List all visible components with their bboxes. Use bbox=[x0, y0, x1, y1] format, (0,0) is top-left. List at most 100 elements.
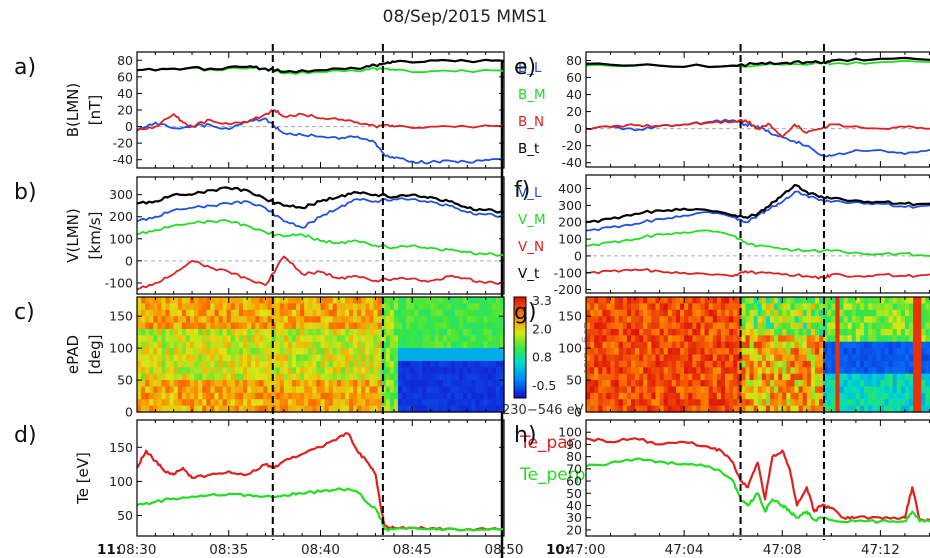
heatmap-cell bbox=[316, 309, 322, 317]
heatmap-cell bbox=[696, 360, 702, 368]
heatmap-cell bbox=[255, 341, 260, 349]
heatmap-cell bbox=[177, 405, 183, 413]
heatmap-cell bbox=[618, 335, 624, 343]
heatmap-cell bbox=[688, 360, 693, 368]
heatmap-cell bbox=[823, 348, 828, 356]
heatmap-cell bbox=[765, 309, 771, 317]
heatmap-cell bbox=[267, 354, 273, 362]
heatmap-cell bbox=[639, 316, 644, 324]
heatmap-cell bbox=[487, 297, 493, 304]
heatmap-cell bbox=[153, 309, 158, 317]
heatmap-cell bbox=[410, 335, 415, 343]
heatmap-cell bbox=[806, 335, 812, 343]
heatmap-cell bbox=[483, 328, 489, 336]
heatmap-cell bbox=[312, 316, 318, 324]
heatmap-cell bbox=[590, 354, 595, 362]
heatmap-cell bbox=[704, 309, 710, 317]
heatmap-cell bbox=[214, 309, 220, 317]
heatmap-cell bbox=[659, 360, 665, 368]
heatmap-cell bbox=[275, 392, 281, 400]
heatmap-cell bbox=[684, 341, 689, 349]
heatmap-cell bbox=[173, 309, 179, 317]
heatmap-cell bbox=[667, 322, 673, 330]
heatmap-cell bbox=[283, 367, 289, 375]
heatmap-cell bbox=[430, 348, 436, 356]
heatmap-cell bbox=[741, 367, 747, 375]
heatmap-cell bbox=[173, 392, 179, 400]
heatmap-cell bbox=[847, 309, 853, 317]
heatmap-cell bbox=[782, 297, 787, 304]
heatmap-cell bbox=[463, 380, 468, 388]
heatmap-cell bbox=[177, 322, 183, 330]
y-tick-label: 40 bbox=[566, 498, 582, 513]
heatmap-cell bbox=[712, 354, 718, 362]
heatmap-cell bbox=[328, 380, 334, 388]
heatmap-cell bbox=[855, 322, 861, 330]
heatmap-cell bbox=[671, 386, 677, 394]
heatmap-cell bbox=[626, 335, 632, 343]
heatmap-cell bbox=[499, 348, 505, 356]
x-tick-label: 47:08 bbox=[763, 542, 802, 558]
heatmap-cell bbox=[725, 354, 730, 362]
heatmap-cell bbox=[357, 367, 362, 375]
heatmap-cell bbox=[671, 373, 677, 381]
heatmap-cell bbox=[855, 316, 861, 324]
heatmap-cell bbox=[357, 386, 362, 394]
heatmap-cell bbox=[442, 354, 448, 362]
heatmap-cell bbox=[590, 392, 595, 400]
heatmap-cell bbox=[406, 405, 411, 413]
heatmap-cell bbox=[312, 335, 318, 343]
heatmap-cell bbox=[884, 380, 890, 388]
heatmap-cell bbox=[876, 322, 881, 330]
heatmap-cell bbox=[810, 341, 816, 349]
heatmap-cell bbox=[336, 367, 342, 375]
heatmap-cell bbox=[806, 348, 812, 356]
heatmap-cell bbox=[880, 316, 886, 324]
y-axis-label: V(LMN) bbox=[64, 208, 82, 263]
heatmap-cell bbox=[667, 405, 673, 413]
heatmap-cell bbox=[880, 392, 886, 400]
heatmap-cell bbox=[251, 328, 256, 336]
heatmap-cell bbox=[271, 297, 277, 304]
heatmap-cell bbox=[210, 316, 216, 324]
heatmap-cell bbox=[389, 341, 395, 349]
y-tick-label: 0 bbox=[574, 121, 582, 136]
heatmap-cell bbox=[594, 399, 599, 407]
heatmap-cell bbox=[414, 392, 419, 400]
heatmap-cell bbox=[765, 316, 771, 324]
heatmap-cell bbox=[450, 328, 456, 336]
heatmap-cell bbox=[639, 392, 644, 400]
heatmap-cell bbox=[328, 373, 334, 381]
heatmap-cell bbox=[287, 316, 293, 324]
heatmap-cell bbox=[753, 399, 759, 407]
heatmap-cell bbox=[389, 354, 395, 362]
heatmap-cell bbox=[876, 303, 881, 311]
heatmap-cell bbox=[806, 328, 812, 336]
heatmap-cell bbox=[614, 386, 620, 394]
heatmap-cell bbox=[291, 392, 297, 400]
heatmap-cell bbox=[247, 303, 252, 311]
heatmap-cell bbox=[602, 354, 608, 362]
heatmap-cell bbox=[639, 297, 644, 304]
heatmap-cell bbox=[753, 373, 759, 381]
heatmap-cell bbox=[361, 354, 366, 362]
heatmap-cell bbox=[422, 348, 428, 356]
heatmap-cell bbox=[884, 354, 890, 362]
heatmap-cell bbox=[397, 297, 403, 304]
heatmap-cell bbox=[210, 309, 216, 317]
heatmap-cell bbox=[753, 322, 759, 330]
heatmap-cell bbox=[238, 367, 244, 375]
heatmap-cell bbox=[814, 322, 820, 330]
heatmap-cell bbox=[835, 354, 841, 362]
heatmap-cell bbox=[263, 367, 269, 375]
heatmap-cell bbox=[667, 399, 673, 407]
heatmap-cell bbox=[925, 392, 930, 400]
heatmap-cell bbox=[442, 297, 448, 304]
heatmap-cell bbox=[798, 297, 804, 304]
heatmap-cell bbox=[663, 386, 669, 394]
heatmap-cell bbox=[741, 348, 747, 356]
heatmap-cell bbox=[218, 297, 224, 304]
heatmap-cell bbox=[892, 373, 898, 381]
heatmap-cell bbox=[745, 328, 751, 336]
heatmap-cell bbox=[450, 322, 456, 330]
